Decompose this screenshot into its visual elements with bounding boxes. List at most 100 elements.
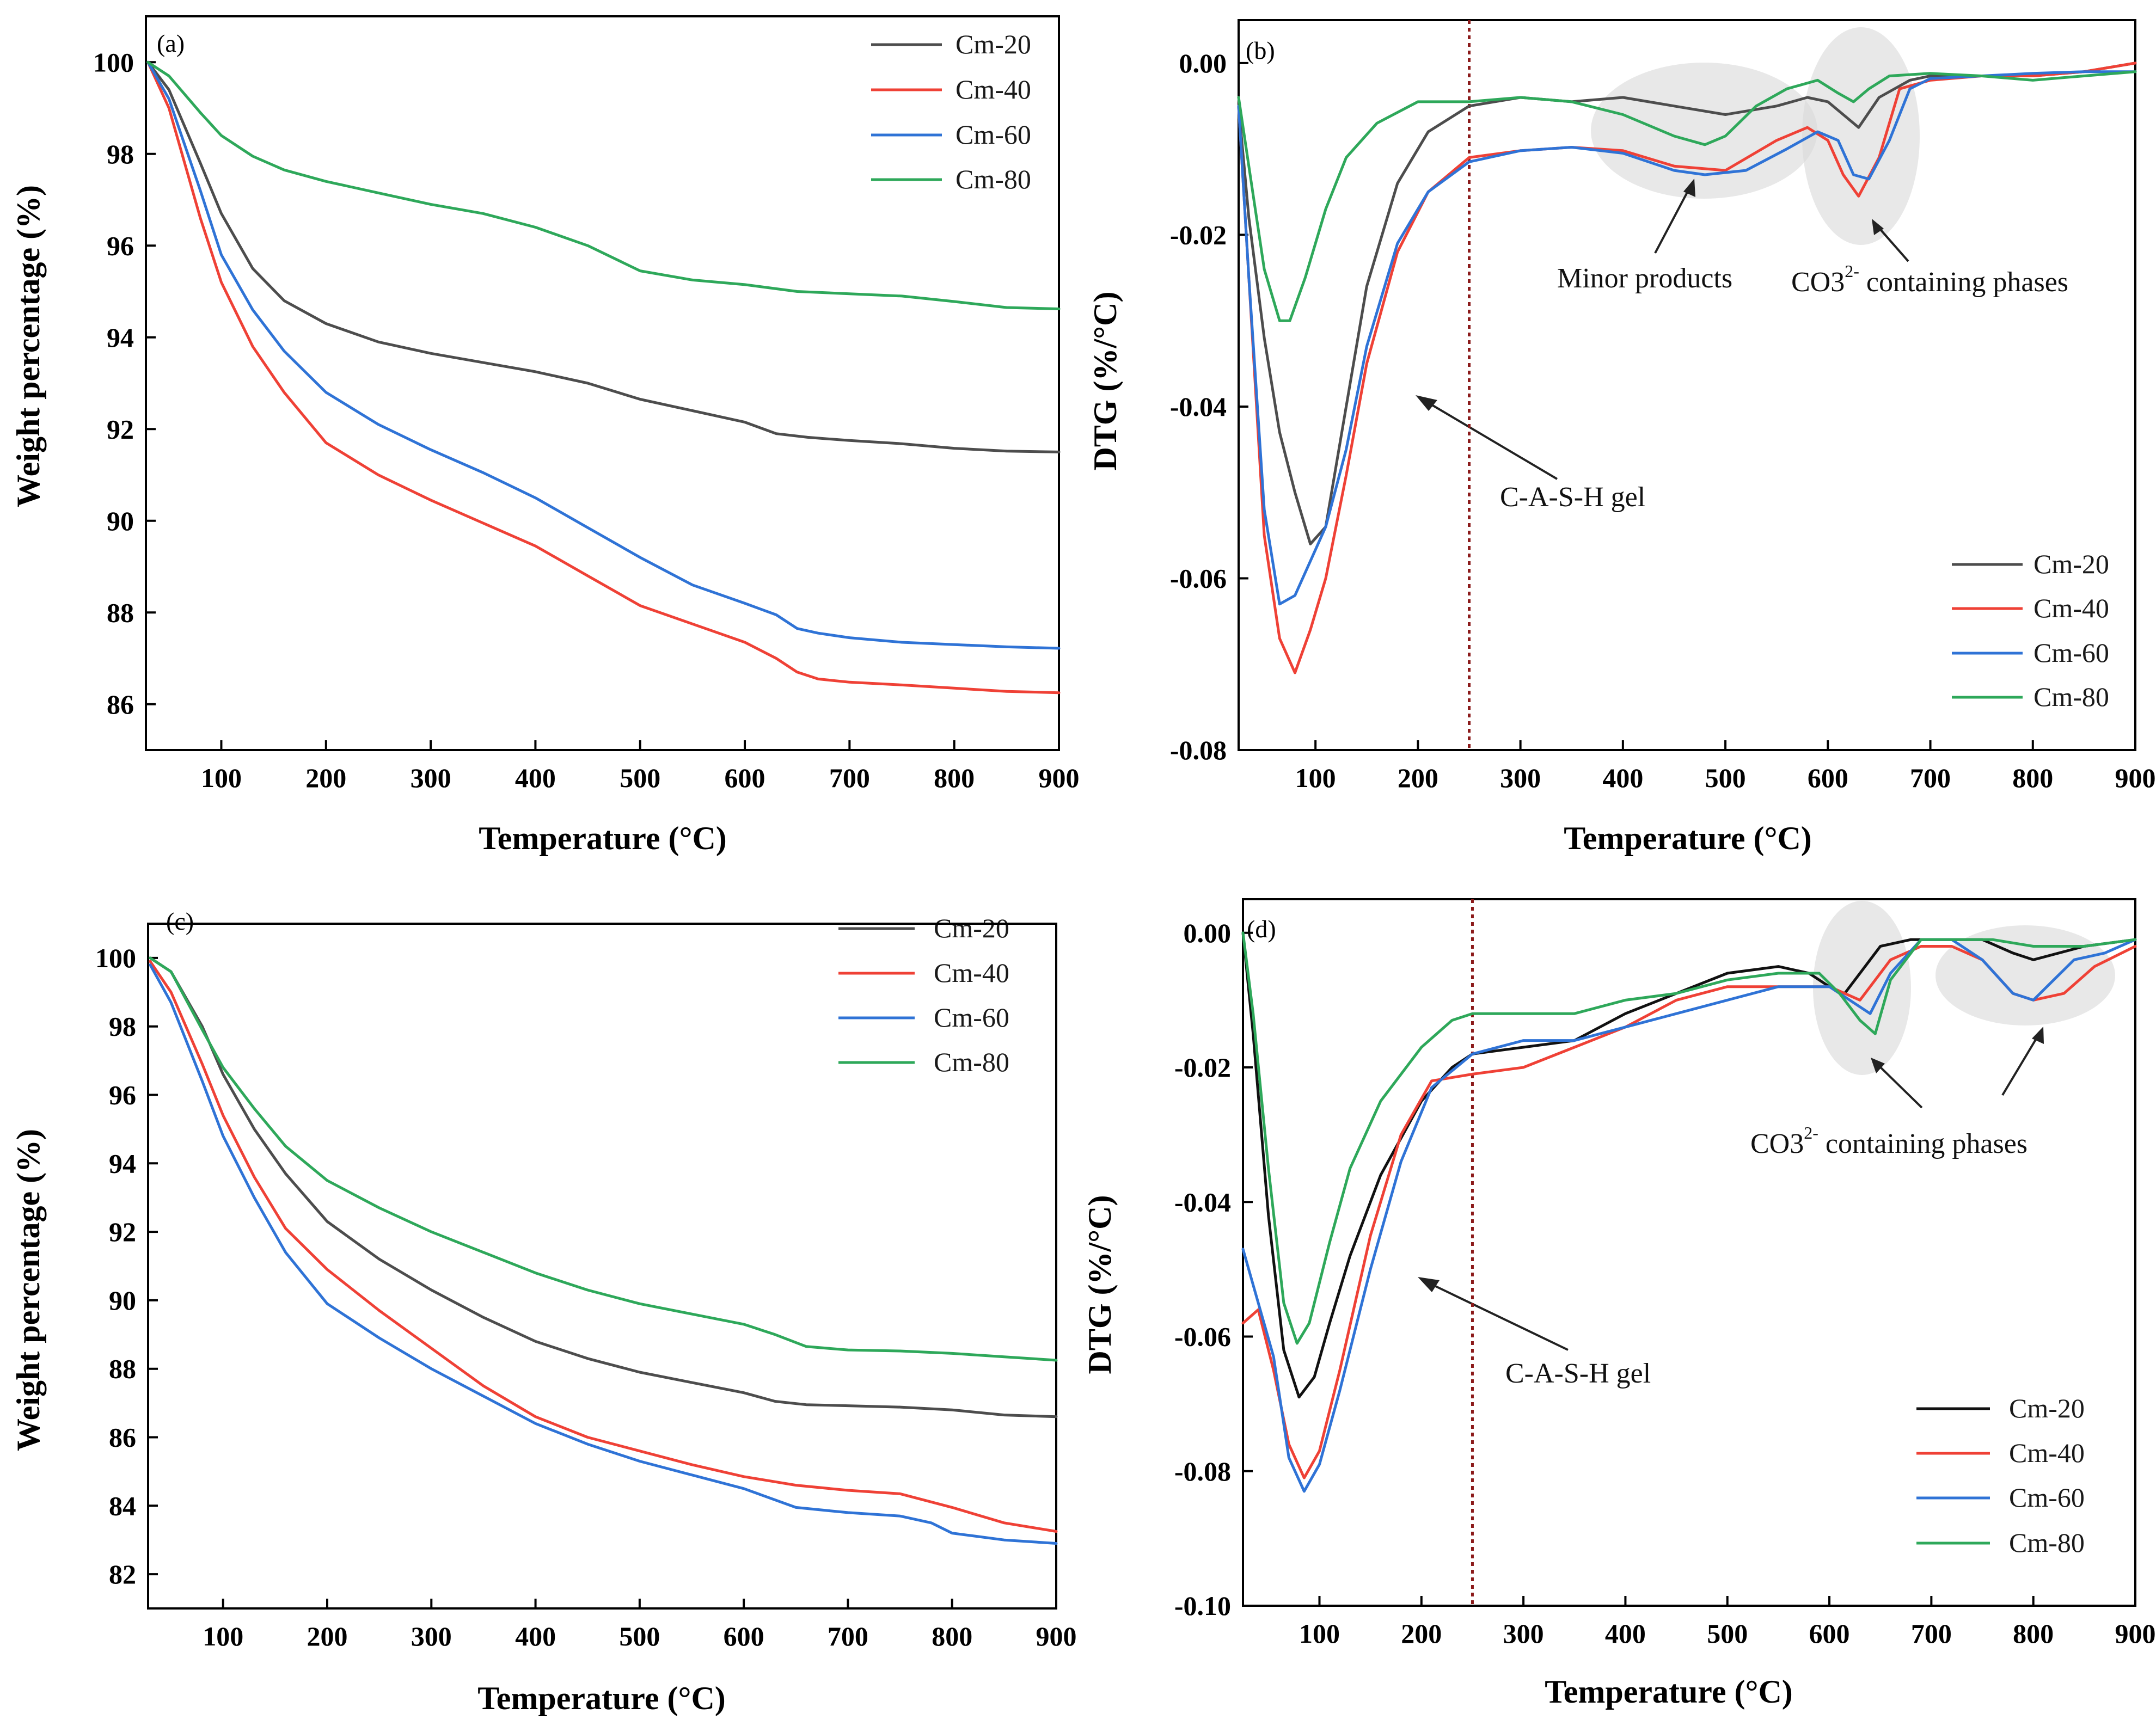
panel-c-label: (c) bbox=[166, 907, 194, 935]
series-line-cm-20 bbox=[149, 956, 1058, 1418]
panel-a-label: (a) bbox=[157, 29, 185, 57]
y-tick-label: 0.00 bbox=[1184, 918, 1232, 948]
x-tick-label: 100 bbox=[1299, 1618, 1340, 1649]
legend-label-cm60: Cm-60 bbox=[955, 119, 1031, 150]
x-tick-label: 600 bbox=[724, 1621, 764, 1651]
x-tick-label: 900 bbox=[2115, 763, 2156, 793]
legend-label-cm80: Cm-80 bbox=[2033, 681, 2109, 712]
annotation-carbonate-formula: CO3 bbox=[1750, 1128, 1804, 1159]
panel-b: DTG (%/°C) Temperature (°C) (b) C-A-S-H … bbox=[1087, 27, 2109, 856]
y-tick-label: -0.02 bbox=[1170, 219, 1227, 250]
x-tick-label: 500 bbox=[619, 1621, 660, 1651]
x-tick-label: 900 bbox=[2115, 1618, 2156, 1649]
y-tick-label: -0.06 bbox=[1174, 1322, 1231, 1352]
series-line-cm-40 bbox=[149, 960, 1058, 1533]
panel-c-ylabel: Weight percentage (%) bbox=[10, 1129, 46, 1451]
x-tick-label: 200 bbox=[307, 1621, 348, 1651]
annotation-carbonate-charge: 2- bbox=[1804, 1123, 1818, 1143]
panel-b-annotation-cash: C-A-S-H gel bbox=[1416, 395, 1645, 513]
annotation-carbonate-formula: CO3 bbox=[1791, 267, 1845, 298]
arrowhead-carbonate-2 bbox=[2032, 1027, 2044, 1044]
panel-d-ylabel: DTG (%/°C) bbox=[1082, 1195, 1118, 1374]
y-tick-label: 88 bbox=[107, 597, 134, 628]
y-tick-label: 82 bbox=[109, 1559, 136, 1589]
x-tick-label: 200 bbox=[305, 763, 346, 793]
legend-label-cm40: Cm-40 bbox=[955, 74, 1031, 105]
panel-a-frame bbox=[145, 15, 1060, 751]
series-line-cm-80 bbox=[149, 956, 1058, 1362]
series-line-cm-80 bbox=[146, 60, 1061, 310]
panel-d-xlabel: Temperature (°C) bbox=[1545, 1674, 1793, 1710]
legend-label-cm40: Cm-40 bbox=[934, 957, 1009, 988]
series-line-cm-20 bbox=[1237, 62, 2137, 545]
x-tick-label: 300 bbox=[1500, 763, 1541, 793]
y-tick-label: -0.04 bbox=[1174, 1187, 1231, 1217]
annotation-carbonate-charge: 2- bbox=[1845, 261, 1859, 281]
x-tick-label: 100 bbox=[1295, 763, 1336, 793]
legend-label-cm80: Cm-80 bbox=[934, 1047, 1009, 1077]
legend-label-cm20: Cm-20 bbox=[2009, 1393, 2085, 1423]
annotation-carbonate: CO32- containing phases bbox=[1791, 261, 2068, 298]
y-tick-label: -0.02 bbox=[1174, 1052, 1231, 1083]
y-tick-label: 96 bbox=[109, 1080, 136, 1110]
x-tick-label: 200 bbox=[1401, 1618, 1442, 1649]
arrowhead-minor bbox=[1683, 179, 1695, 197]
panel-d-plot: 100 200 300 400 500 600 700 800 900 0.00 -0.02 -0.0… bbox=[1174, 898, 2156, 1649]
panel-c: Weight percentage (%) Temperature (°C) (… bbox=[10, 907, 1009, 1716]
x-tick-label: 300 bbox=[1503, 1618, 1544, 1649]
x-tick-label: 500 bbox=[1705, 763, 1746, 793]
panel-c-frame bbox=[147, 923, 1057, 1610]
series-line-cm-20 bbox=[146, 60, 1061, 453]
panel-b-ylabel: DTG (%/°C) bbox=[1087, 292, 1123, 471]
series-line-cm-40 bbox=[146, 60, 1061, 695]
y-tick-label: 84 bbox=[109, 1490, 136, 1521]
x-tick-label: 300 bbox=[411, 1621, 452, 1651]
y-tick-label: -0.08 bbox=[1170, 735, 1227, 765]
annotation-minor-products: Minor products bbox=[1557, 263, 1732, 294]
annotation-carbonate: CO32- containing phases bbox=[1750, 1123, 2028, 1159]
series-line-cm-60 bbox=[146, 60, 1061, 650]
legend-label-cm80: Cm-80 bbox=[955, 164, 1031, 194]
x-tick-label: 900 bbox=[1039, 763, 1080, 793]
y-tick-label: 92 bbox=[109, 1217, 136, 1247]
x-tick-label: 700 bbox=[828, 1621, 868, 1651]
y-tick-label: 98 bbox=[107, 139, 134, 169]
x-tick-label: 300 bbox=[411, 763, 451, 793]
x-tick-label: 100 bbox=[203, 1621, 243, 1651]
arrowhead-cash bbox=[1418, 1277, 1440, 1292]
legend-label-cm20: Cm-20 bbox=[934, 913, 1009, 943]
arrowhead-cash bbox=[1416, 395, 1437, 411]
y-tick-label: 98 bbox=[109, 1011, 136, 1042]
arrowhead-carbonate bbox=[1872, 219, 1884, 235]
y-tick-label: 94 bbox=[107, 322, 134, 353]
series-line-cm-80 bbox=[1241, 931, 2137, 1345]
legend-label-cm60: Cm-60 bbox=[2033, 637, 2109, 668]
x-tick-label: 600 bbox=[725, 763, 765, 793]
y-tick-label: -0.04 bbox=[1170, 391, 1227, 422]
x-tick-label: 800 bbox=[2012, 763, 2053, 793]
panel-d-annotation-cash: C-A-S-H gel bbox=[1418, 1277, 1651, 1389]
x-tick-label: 500 bbox=[1707, 1618, 1748, 1649]
legend-label-cm20: Cm-20 bbox=[955, 29, 1031, 59]
x-tick-label: 700 bbox=[1910, 763, 1951, 793]
panel-b-annotation-carbonate: CO32- containing phases bbox=[1791, 219, 2068, 298]
x-tick-label: 800 bbox=[2013, 1618, 2054, 1649]
panel-c-plot: 100 200 300 400 500 600 700 800 900 82 84 86 88 90 92 9… bbox=[95, 923, 1077, 1651]
arrow-shaft-cash bbox=[1423, 399, 1558, 480]
x-tick-label: 400 bbox=[515, 763, 556, 793]
panel-c-xlabel: Temperature (°C) bbox=[477, 1680, 726, 1716]
arrow-shaft-minor bbox=[1654, 186, 1692, 254]
panel-b-frame bbox=[1238, 19, 2136, 751]
x-tick-label: 100 bbox=[201, 763, 242, 793]
panel-b-legend: Cm-20 Cm-40 Cm-60 Cm-80 bbox=[1952, 549, 2109, 712]
panel-a-xlabel: Temperature (°C) bbox=[479, 820, 727, 856]
series-line-cm-60 bbox=[149, 963, 1058, 1545]
panel-d-legend: Cm-20 Cm-40 Cm-60 Cm-80 bbox=[1916, 1393, 2085, 1558]
panel-b-highlight-carbonate bbox=[1802, 27, 1920, 245]
arrow-shaft-carbonate bbox=[1876, 225, 1909, 262]
panel-d: DTG (%/°C) Temperature (°C) (d) C-A-S-H … bbox=[1082, 901, 2115, 1710]
y-tick-label: 100 bbox=[93, 47, 134, 77]
annotation-carbonate-suffix: containing phases bbox=[1818, 1128, 2028, 1159]
y-tick-label: -0.06 bbox=[1170, 563, 1227, 593]
